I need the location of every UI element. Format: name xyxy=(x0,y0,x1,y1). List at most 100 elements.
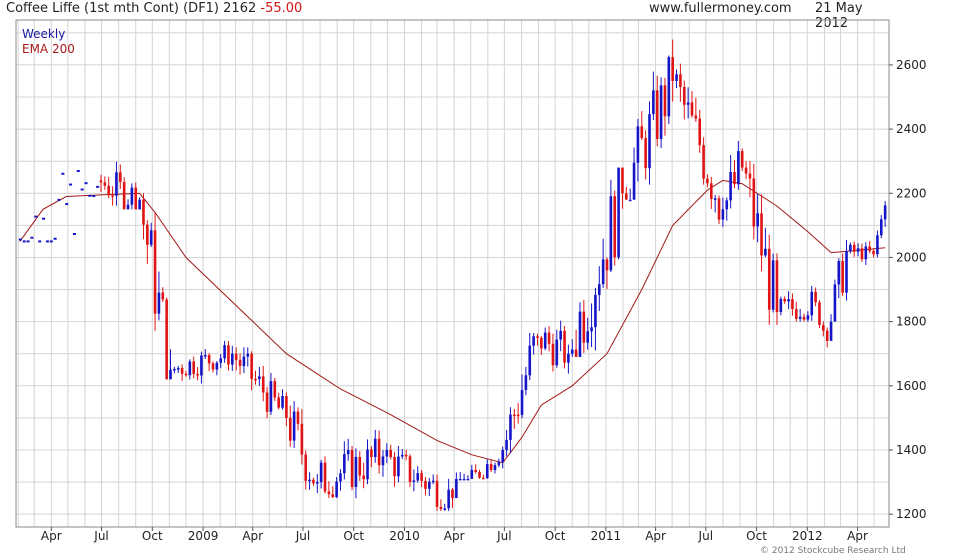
candle-body xyxy=(775,260,779,313)
candle-body xyxy=(246,353,250,357)
candle-body xyxy=(679,74,682,87)
candle-body xyxy=(876,235,879,255)
weekly-point xyxy=(92,195,96,198)
candle-body xyxy=(717,198,721,220)
candle-body xyxy=(292,411,296,441)
candle-body xyxy=(841,261,844,293)
candle-body xyxy=(794,308,798,319)
candle-body xyxy=(802,316,806,320)
candle-body xyxy=(346,450,350,455)
weekly-point xyxy=(26,240,30,243)
instrument-title: Coffee Liffe (1st mth Cont) (DF1) 2162 -… xyxy=(6,1,302,16)
candle-body xyxy=(400,454,404,457)
candle-body xyxy=(470,469,474,479)
candle-body xyxy=(806,315,810,320)
candle-body xyxy=(358,456,362,476)
candle-body xyxy=(632,162,636,200)
candle-body xyxy=(849,244,852,252)
candle-body xyxy=(690,102,694,116)
candle-body xyxy=(373,438,377,458)
candle-body xyxy=(702,145,705,179)
candle-body xyxy=(845,251,848,293)
candle-body xyxy=(613,196,617,258)
candle-body xyxy=(497,462,501,466)
candle-body xyxy=(783,298,787,302)
x-tick-label: 2010 xyxy=(389,529,420,543)
candle-body xyxy=(567,353,570,363)
candle-body xyxy=(157,292,161,314)
candle-body xyxy=(269,381,273,412)
weekly-point xyxy=(72,233,76,236)
candle-body xyxy=(420,473,423,481)
candle-body xyxy=(740,151,744,168)
candle-body xyxy=(142,199,145,225)
weekly-point xyxy=(57,198,61,201)
candle-body xyxy=(856,248,860,252)
candle-body xyxy=(316,482,319,484)
candle-body xyxy=(767,248,771,310)
candle-body xyxy=(779,298,783,313)
weekly-point xyxy=(49,240,53,243)
candle-body xyxy=(304,454,308,481)
candle-body xyxy=(443,508,447,510)
candle-body xyxy=(308,479,311,482)
candle-body xyxy=(103,182,107,186)
candle-body xyxy=(524,375,528,390)
candle-body xyxy=(343,454,346,474)
x-tick-label: Jul xyxy=(698,529,713,543)
candle-body xyxy=(760,213,763,256)
candle-body xyxy=(617,167,620,258)
candle-body xyxy=(126,204,130,210)
candle-body xyxy=(173,368,176,371)
candle-body xyxy=(833,284,837,322)
weekly-point xyxy=(80,188,84,191)
candle-body xyxy=(590,327,593,332)
candle-body xyxy=(428,481,431,489)
candle-body xyxy=(485,464,489,479)
candle-body xyxy=(671,57,674,81)
candle-body xyxy=(242,356,246,367)
source-site: www.fullermoney.com xyxy=(649,1,792,16)
candle-body xyxy=(559,330,562,340)
x-tick-label: Jul xyxy=(295,529,310,543)
candle-body xyxy=(540,337,543,349)
candle-body xyxy=(366,449,369,480)
candle-body xyxy=(814,291,817,303)
y-tick-label: 1400 xyxy=(896,443,927,457)
candle-body xyxy=(532,336,535,346)
weekly-point xyxy=(38,240,42,243)
weekly-point xyxy=(42,217,46,220)
x-tick-label: Apr xyxy=(645,529,666,543)
candle-body xyxy=(513,414,516,417)
instrument-name: Coffee Liffe (1st mth Cont) (DF1) xyxy=(6,1,220,16)
candle-body xyxy=(594,294,597,328)
candle-body xyxy=(822,324,825,331)
candle-body xyxy=(223,345,226,359)
last-price: 2162 xyxy=(223,1,257,16)
candle-body xyxy=(192,361,195,374)
candle-body xyxy=(219,358,223,363)
candle-body xyxy=(176,368,180,370)
candle-body xyxy=(354,456,358,488)
x-tick-label: Oct xyxy=(746,529,767,543)
x-tick-label: Oct xyxy=(545,529,566,543)
candle-body xyxy=(829,321,833,341)
x-tick-label: 2009 xyxy=(188,529,219,543)
candle-body xyxy=(655,90,659,139)
candle-body xyxy=(663,85,667,117)
weekly-point xyxy=(30,236,34,239)
candle-body xyxy=(207,355,211,364)
candle-body xyxy=(543,332,547,349)
candle-body xyxy=(787,299,790,302)
candle-body xyxy=(879,219,883,236)
x-tick-label: Apr xyxy=(41,529,62,543)
candle-body xyxy=(791,299,794,309)
candle-body xyxy=(837,261,841,285)
candle-body xyxy=(601,259,605,285)
candle-body xyxy=(397,456,400,477)
candle-body xyxy=(729,171,732,201)
candle-body xyxy=(277,397,280,408)
x-tick-label: Oct xyxy=(142,529,163,543)
candle-body xyxy=(296,411,300,424)
candle-body xyxy=(265,392,269,412)
